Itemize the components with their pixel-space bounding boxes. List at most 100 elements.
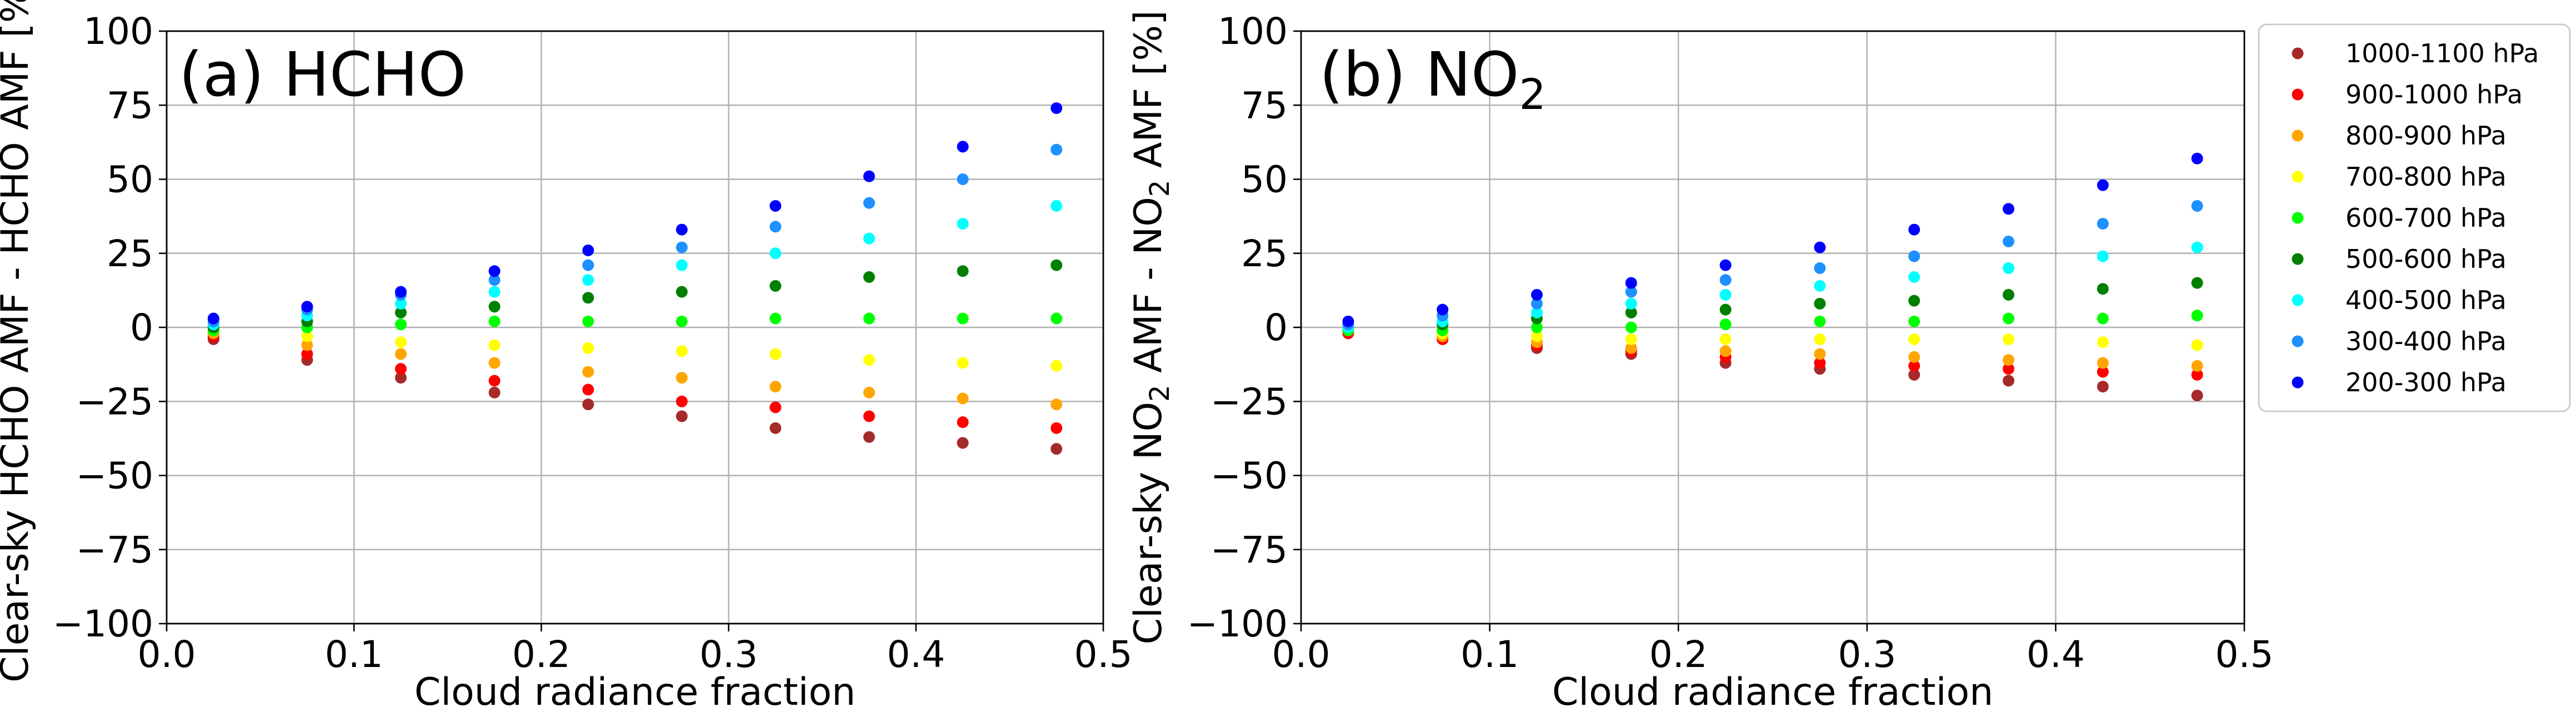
data-point <box>1908 223 1920 236</box>
data-point <box>395 372 407 384</box>
data-point <box>1625 277 1637 289</box>
x-tick-label: 0.3 <box>699 633 758 676</box>
data-point <box>1719 345 1732 357</box>
data-point <box>2003 203 2014 215</box>
data-point <box>488 265 501 277</box>
data-point <box>582 274 594 286</box>
data-point <box>301 339 313 351</box>
data-point <box>676 315 688 327</box>
legend-item: 700-800 hPa <box>2292 162 2507 192</box>
legend-label: 600-700 hPa <box>2345 203 2507 233</box>
data-points <box>207 102 1063 455</box>
x-tick-label: 0.4 <box>2027 633 2085 676</box>
data-point <box>2003 375 2014 387</box>
x-axis-label: Cloud radiance fraction <box>414 670 856 714</box>
data-point <box>2003 312 2014 325</box>
data-point <box>1531 330 1543 342</box>
data-point <box>769 280 782 292</box>
data-point <box>1719 274 1732 286</box>
series-400-500-hpa <box>1342 241 2203 333</box>
data-point <box>676 410 688 422</box>
data-point <box>1814 348 1826 360</box>
legend-label: 300-400 hPa <box>2345 326 2507 356</box>
data-point <box>676 259 688 271</box>
data-point <box>957 437 969 449</box>
data-points <box>1342 152 2203 402</box>
legend-item: 900-1000 hPa <box>2292 79 2523 109</box>
series-1000-1100-hpa <box>1342 327 2203 402</box>
data-point <box>1719 333 1732 345</box>
data-point <box>2097 336 2109 348</box>
data-point <box>863 431 875 443</box>
legend-marker <box>2292 171 2304 183</box>
y-tick-label: −50 <box>76 455 153 497</box>
data-point <box>2191 200 2203 212</box>
y-tick-label: −100 <box>1187 603 1288 645</box>
plot-frame <box>166 30 1104 625</box>
data-point <box>957 312 969 325</box>
data-point <box>582 292 594 304</box>
data-point <box>2191 241 2203 253</box>
legend-label: 1000-1100 hPa <box>2345 38 2539 68</box>
y-tick-label: 50 <box>107 158 153 201</box>
legend-item: 1000-1100 hPa <box>2292 38 2539 68</box>
data-point <box>1051 143 1063 156</box>
data-point <box>769 422 782 434</box>
y-axis-label-part: AMF [%] <box>1127 10 1171 180</box>
data-point <box>1908 271 1920 283</box>
y-axis-label-part: AMF - NO <box>1127 197 1171 385</box>
data-point <box>769 221 782 233</box>
data-point <box>488 357 501 369</box>
data-point <box>863 386 875 399</box>
data-point <box>1719 303 1732 316</box>
data-point <box>582 384 594 396</box>
data-point <box>1908 315 1920 327</box>
data-point <box>2191 277 2203 289</box>
panel-title-main: (b) NO <box>1319 39 1519 110</box>
data-point <box>1908 360 1920 372</box>
data-point <box>769 247 782 260</box>
data-point <box>863 197 875 209</box>
data-point <box>488 375 501 387</box>
x-tick-label: 0.0 <box>1272 633 1330 676</box>
data-point <box>1814 357 1826 369</box>
data-point <box>2003 288 2014 301</box>
data-point <box>488 274 501 286</box>
data-point <box>1531 288 1543 301</box>
data-point <box>1814 241 1826 253</box>
data-point <box>488 386 501 399</box>
data-point <box>957 416 969 429</box>
series-500-600-hpa <box>207 259 1063 333</box>
data-point <box>676 395 688 407</box>
data-point <box>582 366 594 378</box>
legend-marker <box>2292 212 2304 224</box>
data-point <box>769 401 782 414</box>
y-tick-label: 0 <box>130 306 153 349</box>
data-point <box>488 286 501 298</box>
legend-marker <box>2292 335 2304 347</box>
y-axis-label: Clear-sky HCHO AMF - HCHO AMF [%] <box>0 0 37 683</box>
legend: 1000-1100 hPa 900-1000 hPa 800-900 hPa 700-… <box>2258 23 2571 412</box>
data-point <box>769 348 782 360</box>
legend-item: 600-700 hPa <box>2292 203 2507 233</box>
data-point <box>2097 283 2109 295</box>
series-600-700-hpa <box>207 312 1063 336</box>
y-tick-label: 100 <box>83 10 153 53</box>
data-point <box>2191 369 2203 381</box>
data-point <box>2097 312 2109 325</box>
data-point <box>1625 333 1637 345</box>
series-800-900-hpa <box>207 327 1063 411</box>
y-tick-label: −75 <box>1211 529 1288 571</box>
data-point <box>582 259 594 271</box>
y-axis-label-part: Clear-sky HCHO AMF - HCHO AMF [%] <box>0 0 37 683</box>
series-700-800-hpa <box>207 324 1063 372</box>
data-point <box>1625 286 1637 298</box>
data-point <box>957 265 969 277</box>
panel-title: (b) NO2 <box>1319 39 1546 119</box>
data-point <box>2097 357 2109 369</box>
data-point <box>2003 262 2014 274</box>
data-point <box>395 363 407 375</box>
data-point <box>863 312 875 325</box>
data-point <box>1814 280 1826 292</box>
